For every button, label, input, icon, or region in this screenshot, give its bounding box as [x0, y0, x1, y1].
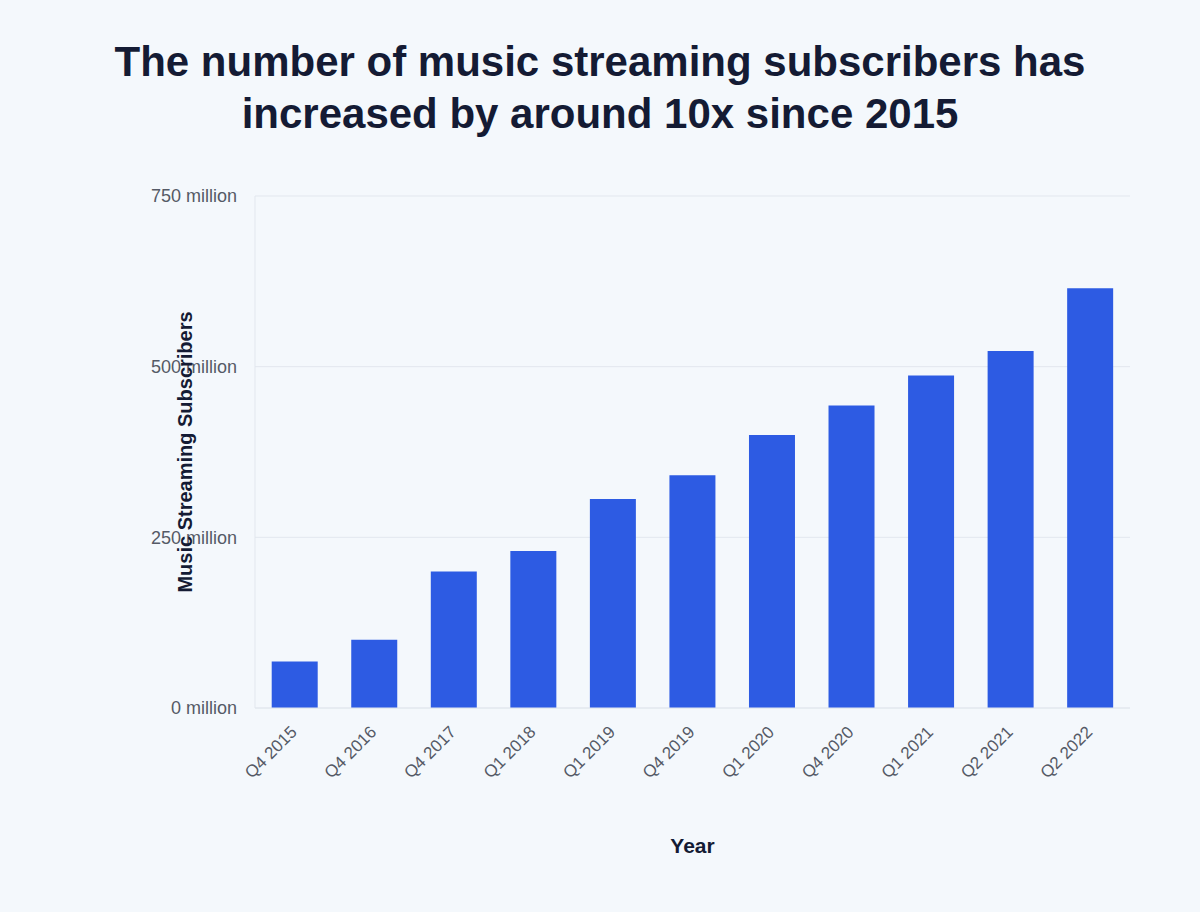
svg-text:0 million: 0 million [171, 698, 237, 718]
svg-text:Q1 2018: Q1 2018 [480, 723, 540, 783]
svg-text:Q4 2015: Q4 2015 [241, 723, 301, 783]
svg-text:Q4 2017: Q4 2017 [400, 723, 460, 783]
svg-text:750 million: 750 million [151, 186, 237, 206]
svg-text:Q4 2019: Q4 2019 [639, 723, 699, 783]
svg-text:Q1 2021: Q1 2021 [878, 723, 938, 783]
svg-text:Q2 2022: Q2 2022 [1037, 723, 1097, 783]
svg-text:Q4 2020: Q4 2020 [798, 723, 858, 783]
svg-text:Q1 2019: Q1 2019 [559, 723, 619, 783]
svg-text:250 million: 250 million [151, 527, 237, 548]
svg-text:Q4 2016: Q4 2016 [321, 723, 381, 783]
svg-text:Music Streaming Subscribers: Music Streaming Subscribers [174, 311, 196, 592]
svg-text:Q1 2020: Q1 2020 [718, 723, 778, 783]
svg-text:Year: Year [670, 834, 714, 857]
svg-text:500 million: 500 million [151, 357, 237, 378]
html-text:The number of music streaming: The number of music streaming subscriber… [114, 38, 1086, 137]
svg-text:Q2 2021: Q2 2021 [957, 723, 1017, 783]
